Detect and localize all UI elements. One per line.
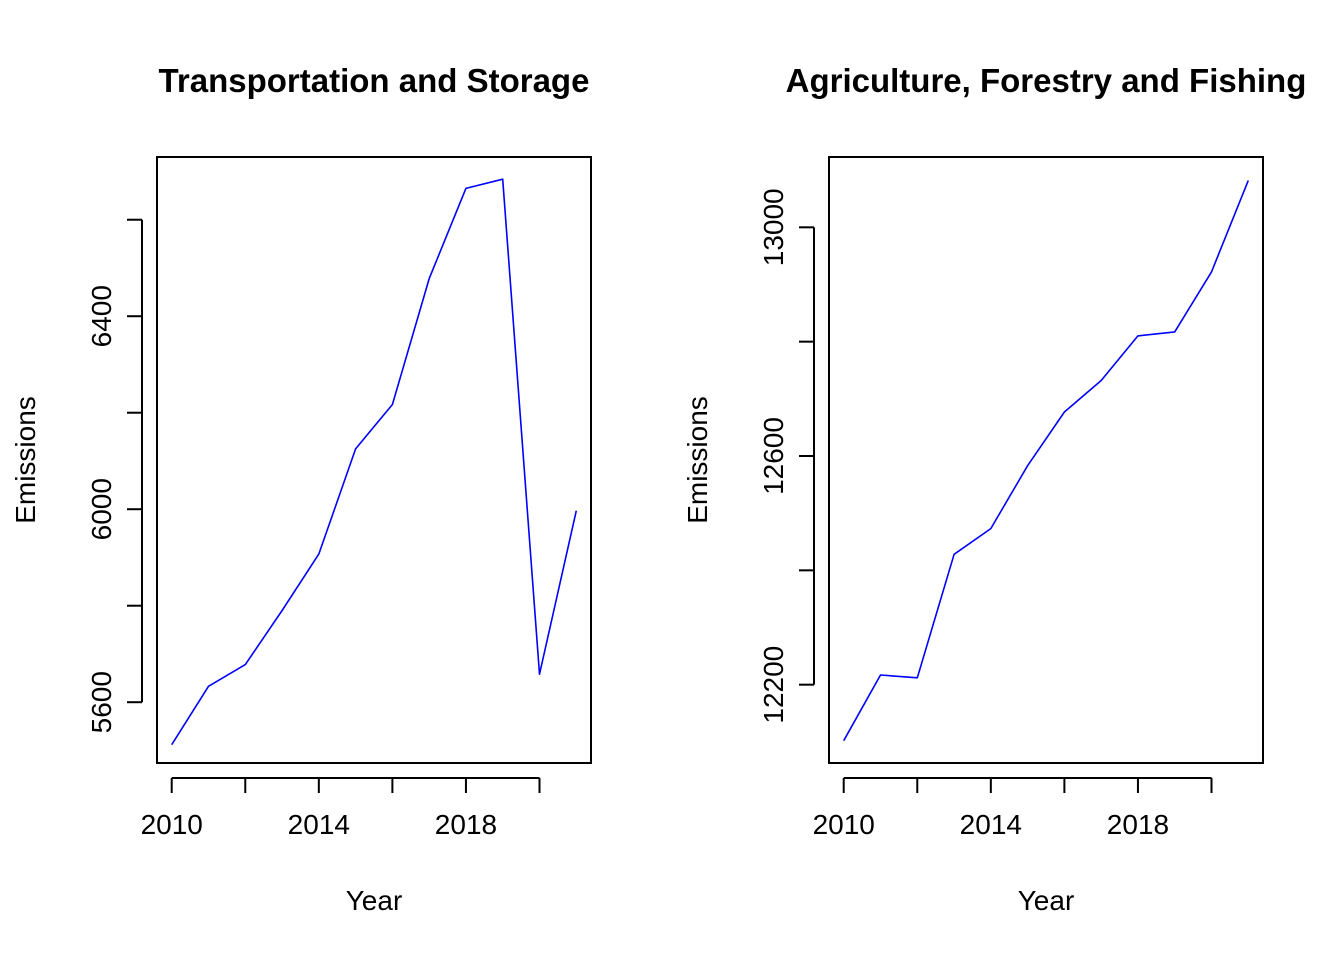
y-tick-label: 6000	[86, 478, 117, 540]
x-tick-label: 2010	[141, 809, 203, 840]
plot-frame	[828, 156, 1264, 764]
y-tick-label: 5600	[86, 671, 117, 733]
x-axis-label: Year	[346, 885, 403, 916]
chart-panel-2: Agriculture, Forestry and Fishing 2010 201…	[682, 62, 1306, 916]
x-tick-label: 2018	[435, 809, 497, 840]
x-tick-label: 2014	[960, 809, 1022, 840]
y-tick-label: 13000	[758, 188, 789, 266]
y-tick-label: 12200	[758, 646, 789, 724]
y-tick-label: 6400	[86, 285, 117, 347]
plot-frame	[156, 156, 592, 764]
chart-panel-1: Transportation and Storage 2010 2014 2018 56…	[10, 62, 592, 916]
series-line-1	[843, 180, 1250, 742]
y-axis-label: Emissions	[682, 396, 713, 524]
x-tick-label: 2010	[813, 809, 875, 840]
y-tick-label: 12600	[758, 417, 789, 495]
x-axis-label: Year	[1018, 885, 1075, 916]
x-tick-label: 2018	[1107, 809, 1169, 840]
chart-title: Agriculture, Forestry and Fishing	[786, 62, 1307, 99]
y-axis-label: Emissions	[10, 396, 41, 524]
chart-title: Transportation and Storage	[159, 62, 590, 99]
x-tick-label: 2014	[288, 809, 350, 840]
series-line-1	[171, 178, 578, 746]
